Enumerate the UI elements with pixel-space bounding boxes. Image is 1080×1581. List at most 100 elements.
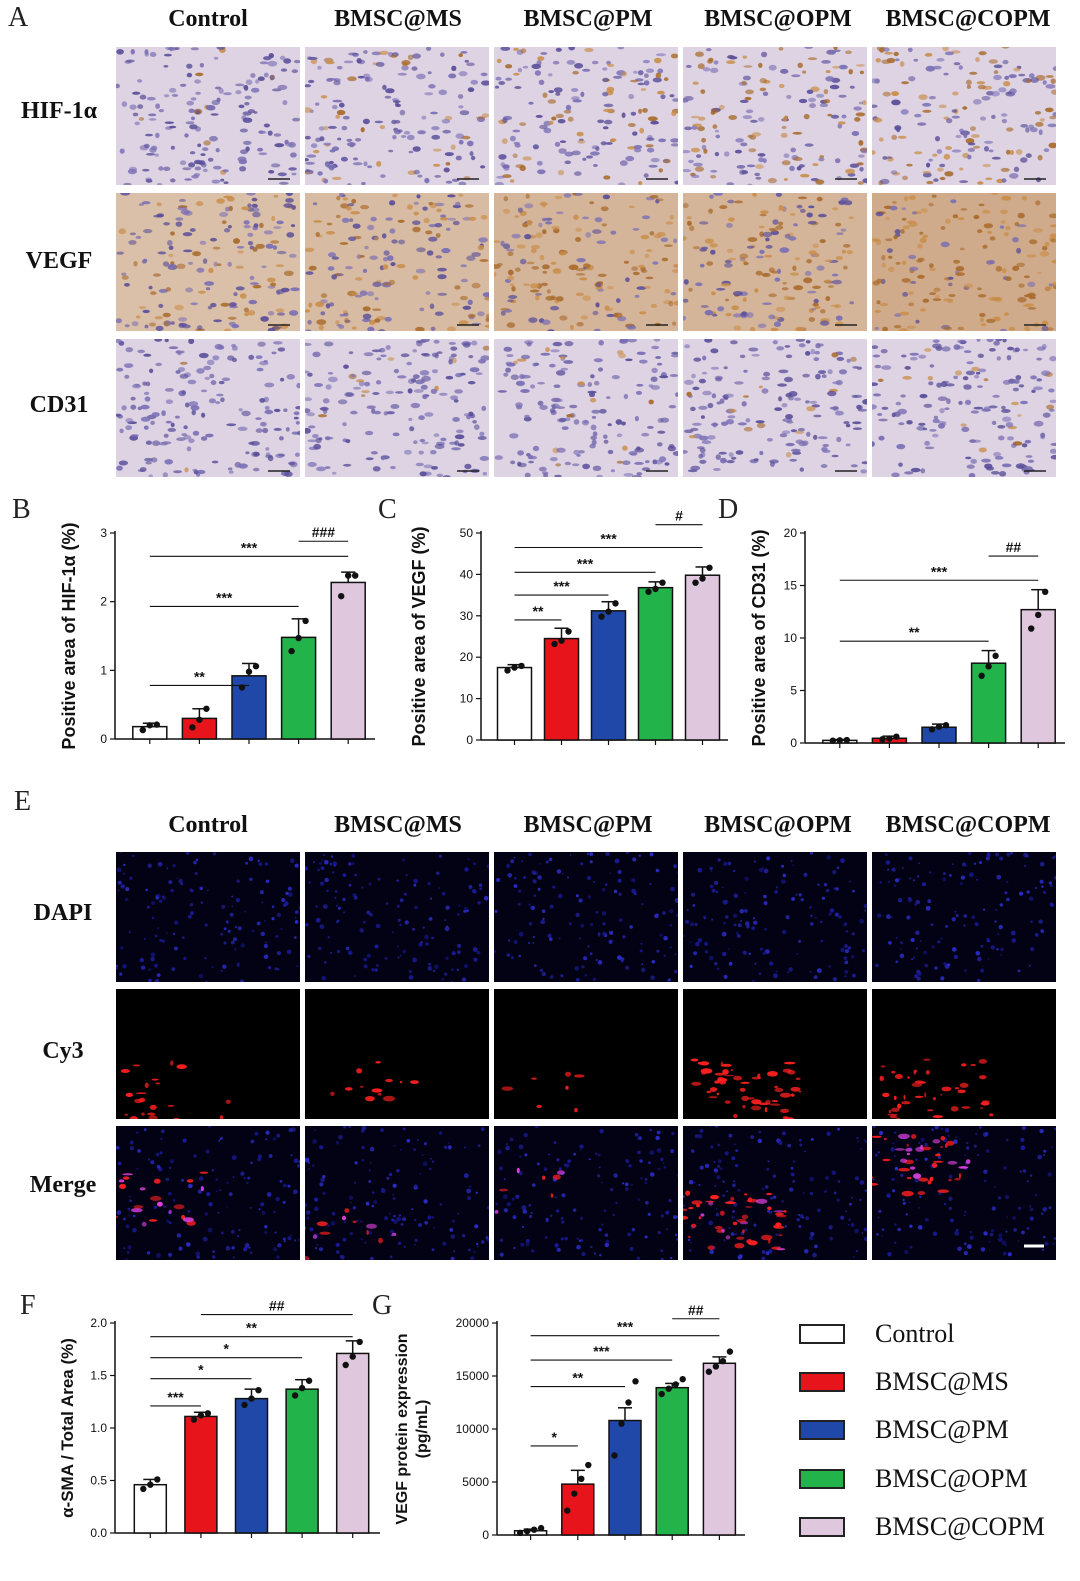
chart-c-bar-bmsc-ms [543,637,580,741]
panel-letter-b: B [12,494,31,525]
chart-d-data-point [942,721,950,729]
chart-g-data-point [585,1461,592,1469]
chart-d-data-point [1042,588,1049,595]
chart-d-y-tick-label: 20 [784,526,798,540]
chart-d-significance-label: *** [931,563,948,579]
chart-f-data-point [255,1387,262,1394]
legend-label-control: Control [875,1319,955,1348]
chart-f-data-point [204,1410,212,1417]
chart-b-data-point [153,721,160,728]
chart-g-data-point [719,1357,727,1365]
chart-f-data-point [197,1412,205,1419]
chart-g-data-point [537,1524,545,1532]
chart-c-bar-bmsc-pm [590,610,627,741]
ihc-image-hif-control [116,47,300,185]
chart-b-data-point [345,572,352,579]
chart-g-data-point [632,1378,639,1385]
chart-d-data-point [829,737,836,744]
chart-c-significance-label: *** [577,555,594,571]
chart-d-data-point [886,735,893,742]
chart-g-data-point [618,1420,625,1427]
chart-g-y-tick-label: 20000 [456,1316,490,1330]
chart-f-data-point [154,1476,161,1483]
chart-g-bar-bmsc-copm [702,1362,737,1536]
chart-c-y-tick-label: 30 [460,609,474,623]
chart-f-bar-control [133,1483,168,1534]
chart-b-data-point [245,668,253,675]
chart-c-bar-control [496,666,533,741]
panel-a-header-bmsc-copm: BMSC@COPM [885,6,1051,32]
chart-f-data-point [291,1392,299,1399]
ihc-image-hif-bmsc-copm [872,47,1056,185]
panel-a-row-label-cd31: CD31 [29,392,89,418]
fluorescence-image-merge-bmsc-opm [683,1126,867,1260]
chart-g-significance-label: *** [593,1343,610,1359]
chart-d-significance-label: ## [1006,539,1022,555]
ihc-image-hif-bmsc-ms [305,47,489,185]
panel-letter-c: C [378,494,397,525]
chart-g-significance-label: ** [572,1370,583,1386]
chart-b-significance-label: ### [312,524,336,540]
chart-c-y-tick-label: 0 [466,733,473,747]
chart-c-data-point [511,664,518,671]
panel-a-header-control: Control [168,6,248,32]
legend-label-bmsc-ms: BMSC@MS [875,1367,1009,1396]
fluorescence-image-dapi-bmsc-ms [305,852,489,982]
chart-g-y-tick-label: 10000 [456,1422,490,1436]
chart-f-data-point [248,1395,255,1402]
fluorescence-image-merge-bmsc-pm [494,1126,678,1260]
chart-c-significance-label: *** [600,530,617,546]
chart-g-data-point [705,1368,713,1375]
chart-g-y-tick-label: 0 [482,1528,489,1542]
chart-b-data-point [146,722,153,729]
chart-c-significance-label: ** [533,603,544,619]
legend-item-bmsc-copm: BMSC@COPM [795,1511,1065,1547]
chart-g-y-tick-label: 15000 [456,1369,490,1383]
chart-f-significance-label: ## [269,1298,285,1314]
legend-item-bmsc-ms: BMSC@MS [795,1366,1065,1402]
chart-c-data-point [565,628,572,635]
chart-g-data-point [712,1363,720,1370]
fluorescence-image-dapi-control [116,852,300,982]
chart-f-data-point [342,1361,349,1369]
chart-g-significance-label: *** [617,1319,634,1335]
chart-c-data-point [706,564,713,571]
legend-swatch-control [799,1324,845,1344]
chart-d-data-point [985,663,992,670]
chart-c-significance-label: # [675,508,683,524]
chart-g-data-point [523,1528,531,1535]
chart-f-significance-label: * [198,1362,204,1378]
chart-g-data-point [530,1526,538,1533]
chart-d-y-tick-label: 10 [784,631,798,645]
chart-b-data-point [139,726,146,734]
panel-e-header-bmsc-opm: BMSC@OPM [704,812,852,838]
chart-g-significance-label: ## [688,1302,704,1318]
legend-item-control: Control [795,1318,1065,1354]
fluorescence-image-cy3-bmsc-copm [872,989,1056,1119]
chart-b-significance-label: *** [216,589,233,605]
chart-c-y-tick-label: 10 [460,692,474,706]
fluorescence-image-cy3-bmsc-ms [305,989,489,1119]
chart-b-data-point [196,716,203,723]
panel-a-header-bmsc-opm: BMSC@OPM [704,6,852,32]
ihc-image-vegf-bmsc-copm [872,193,1056,331]
legend-swatch-bmsc-ms [799,1372,845,1392]
panel-e-header-bmsc-pm: BMSC@PM [523,812,653,838]
legend-swatch-bmsc-opm [799,1469,845,1489]
chart-b-data-point [288,647,295,655]
chart-g-y-axis-label: (pg/mL) [414,1400,431,1459]
chart-g-data-point [672,1381,679,1388]
panel-e-header-bmsc-ms: BMSC@MS [334,812,462,838]
chart-c-data-point [699,575,706,582]
ihc-image-cd31-bmsc-opm [683,339,867,477]
chart-g-bar-control [513,1530,548,1536]
ihc-image-cd31-bmsc-pm [494,339,678,477]
panel-a-header-bmsc-ms: BMSC@MS [334,6,462,32]
chart-f-bar-bmsc-pm [234,1397,269,1534]
chart-d-y-axis-label: Positive area of CD31 (%) [749,529,769,746]
chart-d-significance-label: ** [909,624,920,640]
chart-c-data-point [518,662,525,670]
chart-c-y-axis-label: Positive area of VEGF (%) [409,526,429,746]
